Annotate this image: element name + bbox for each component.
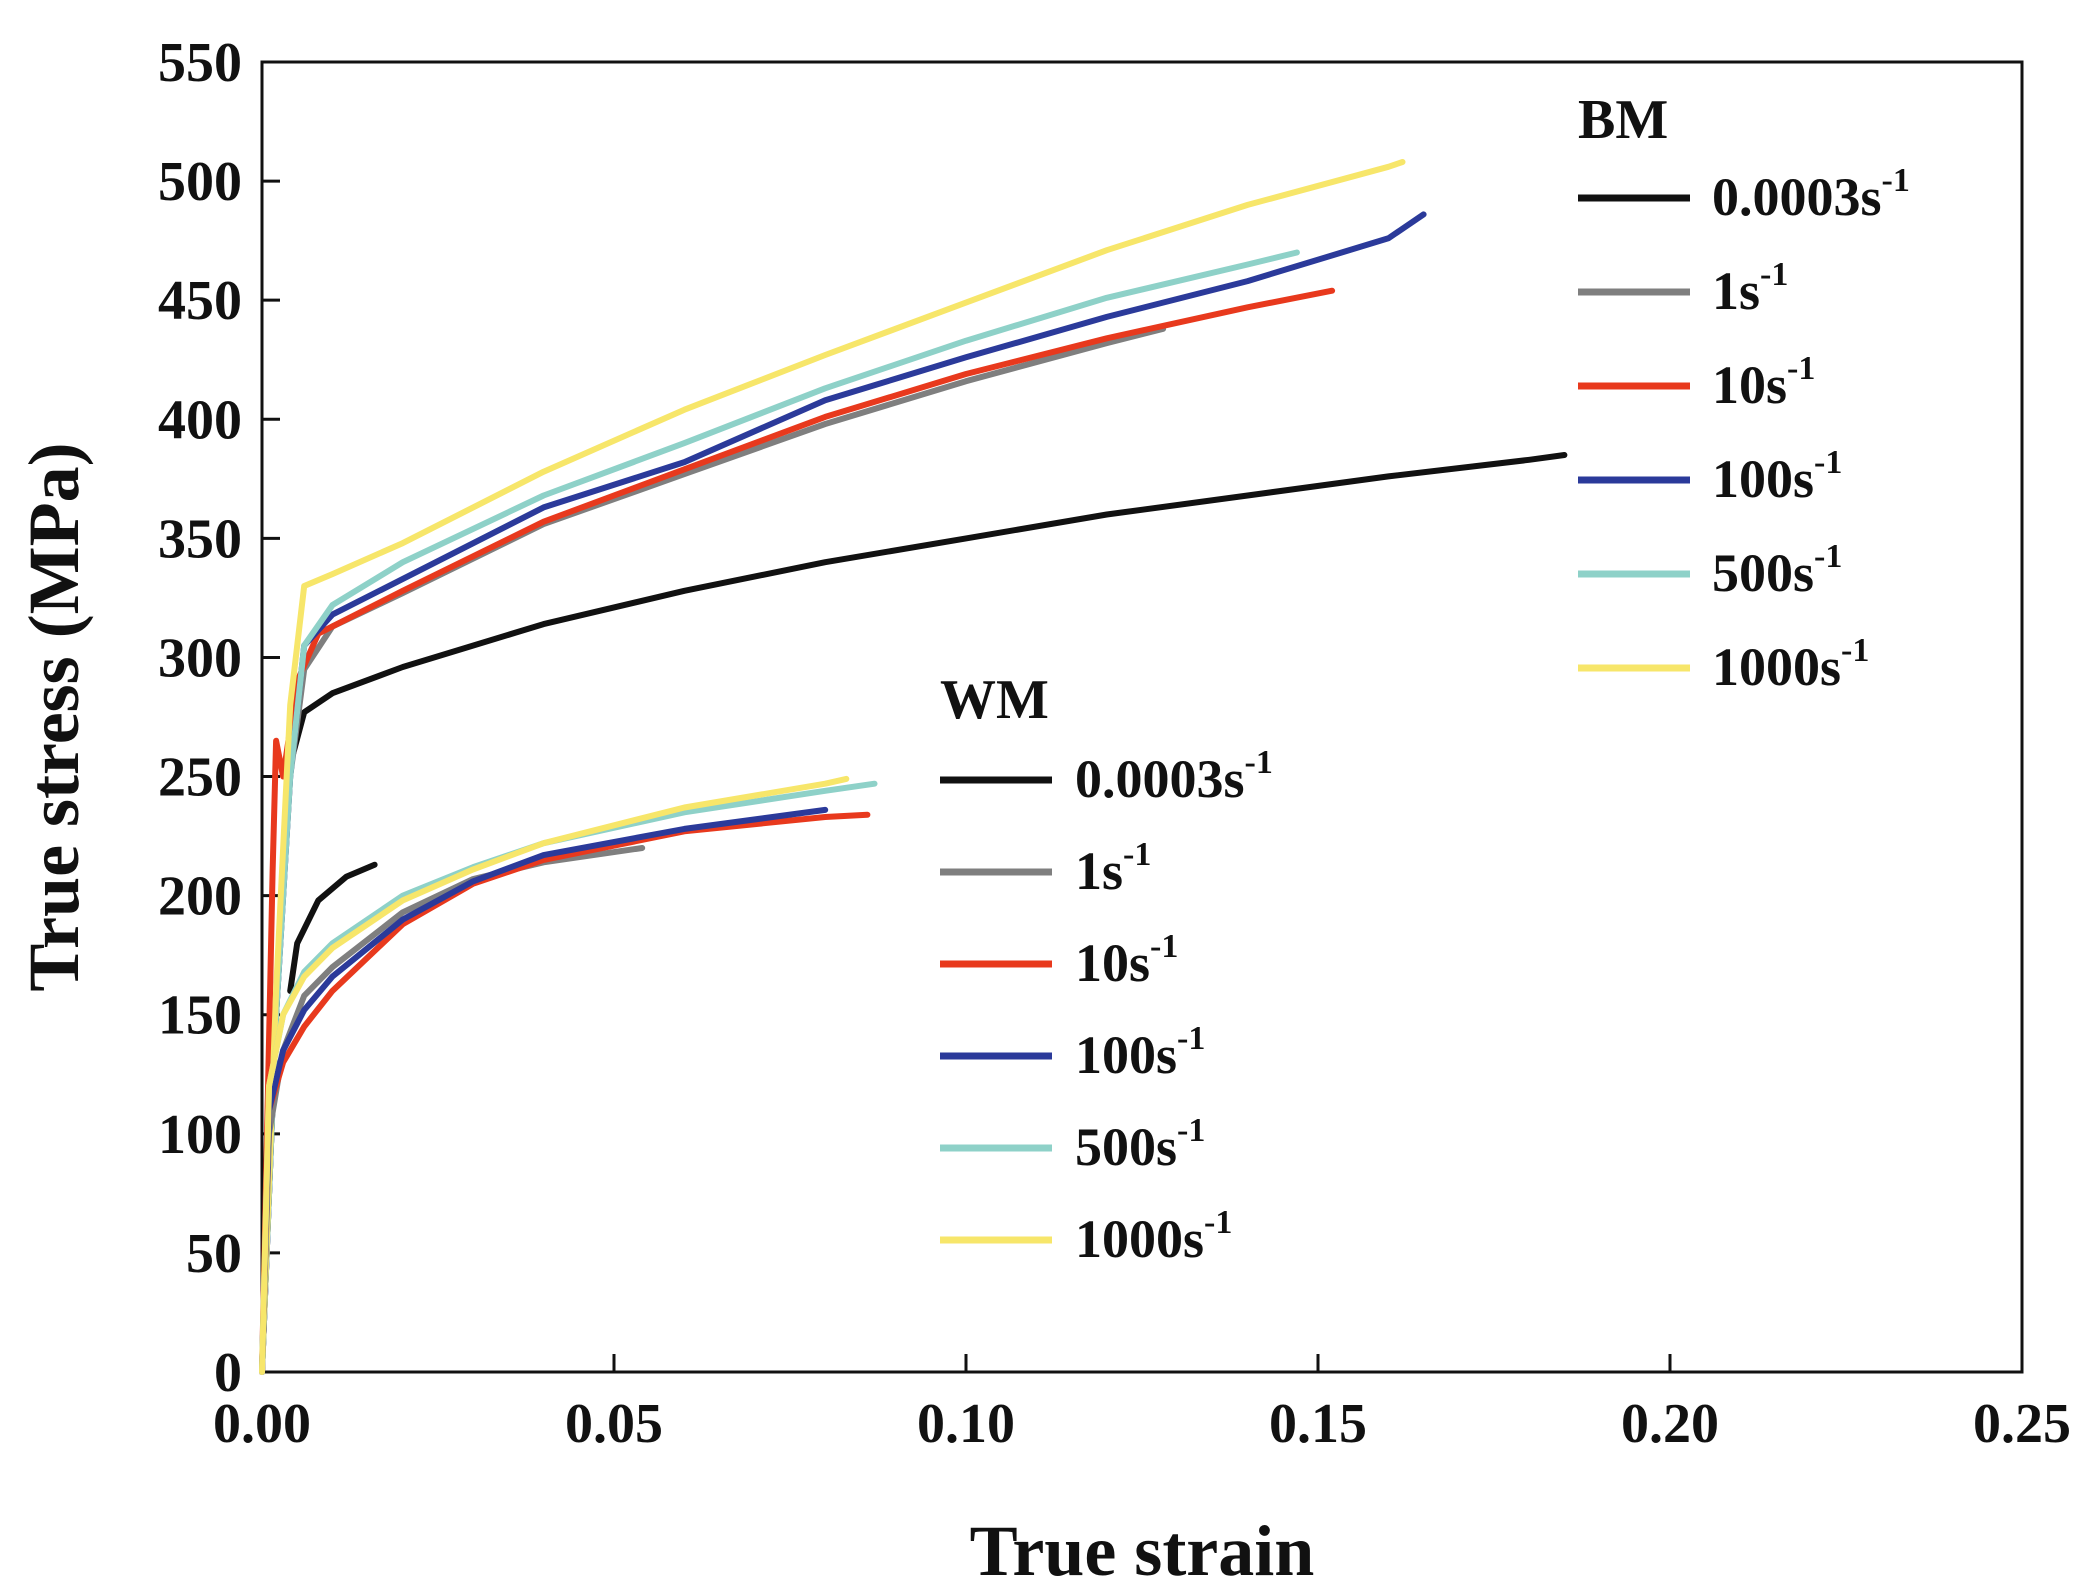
y-axis-title: True stress (MPa) xyxy=(14,442,94,991)
x-tick-label: 0.10 xyxy=(917,1393,1015,1455)
y-tick-label: 450 xyxy=(158,270,242,332)
legend-label-sup: -1 xyxy=(1177,1112,1205,1149)
x-tick-label: 0.25 xyxy=(1973,1393,2071,1455)
series-line-wm-100s1 xyxy=(259,806,829,1375)
legend-label: 0.0003s-1 xyxy=(1712,162,1910,227)
legend-label-base: 500s xyxy=(1075,1117,1177,1177)
legend-label-base: 1000s xyxy=(1075,1209,1204,1269)
y-tick-label: 250 xyxy=(158,747,242,809)
legend-label: 100s-1 xyxy=(1075,1020,1205,1085)
legend-label-sup: -1 xyxy=(1814,538,1842,575)
x-tick-label: 0.20 xyxy=(1621,1393,1719,1455)
legend-label-base: 1s xyxy=(1712,261,1760,321)
series-line-wm-1000s1 xyxy=(259,775,850,1375)
series-line-bm-100s1 xyxy=(259,211,1427,1375)
legend-title-wm: WM xyxy=(940,669,1049,731)
series-layer xyxy=(259,159,1568,1375)
legend-label-base: 0.0003s xyxy=(1075,749,1245,809)
legend-label: 10s-1 xyxy=(1075,928,1178,993)
legend-label: 10s-1 xyxy=(1712,350,1815,415)
legend-label: 1000s-1 xyxy=(1075,1204,1232,1269)
plot-area-frame xyxy=(260,60,2024,1374)
y-tick-label: 50 xyxy=(186,1223,242,1285)
legend-label-base: 100s xyxy=(1712,449,1814,509)
series-line-bm-10s1 xyxy=(259,287,1336,1375)
legend-label-sup: -1 xyxy=(1882,162,1910,199)
legend-label-sup: -1 xyxy=(1760,256,1788,293)
x-tick-label: 0.05 xyxy=(565,1393,663,1455)
legend-label-base: 100s xyxy=(1075,1025,1177,1085)
legend-label-base: 10s xyxy=(1712,355,1787,415)
y-tick-label: 550 xyxy=(158,32,242,94)
legend-label-sup: -1 xyxy=(1150,928,1178,965)
legend-label-sup: -1 xyxy=(1814,444,1842,481)
legend-title-bm: BM xyxy=(1578,89,1668,151)
x-axis: 0.00 0.05 0.10 0.15 0.20 0.25 xyxy=(213,1354,2071,1455)
legend-label-sup: -1 xyxy=(1177,1020,1205,1057)
y-tick-label: 500 xyxy=(158,151,242,213)
legend-label-base: 1000s xyxy=(1712,637,1841,697)
series-line-wm-10s1 xyxy=(259,811,871,1375)
y-tick-label: 300 xyxy=(158,627,242,689)
legend-label-base: 10s xyxy=(1075,933,1150,993)
legend-label: 500s-1 xyxy=(1712,538,1842,603)
legend-layer: BM0.0003s-11s-110s-1100s-1500s-11000s-1W… xyxy=(940,89,1910,1269)
legend-label-base: 0.0003s xyxy=(1712,167,1882,227)
y-tick-label: 400 xyxy=(158,389,242,451)
legend-label-sup: -1 xyxy=(1787,350,1815,387)
legend-label: 1000s-1 xyxy=(1712,632,1869,697)
legend-label-base: 1s xyxy=(1075,841,1123,901)
series-line-bm-00003s1 xyxy=(259,452,1568,1375)
series-line-wm-00003s1 xyxy=(287,861,378,994)
legend-label-sup: -1 xyxy=(1123,836,1151,873)
x-tick-label: 0.15 xyxy=(1269,1393,1367,1455)
legend-label-sup: -1 xyxy=(1204,1204,1232,1241)
y-tick-label: 200 xyxy=(158,866,242,928)
legend-label: 1s-1 xyxy=(1075,836,1151,901)
y-tick-label: 350 xyxy=(158,508,242,570)
x-axis-title: True strain xyxy=(970,1511,1315,1591)
y-tick-label: 0 xyxy=(214,1342,242,1404)
legend-label-base: 500s xyxy=(1712,543,1814,603)
y-tick-label: 150 xyxy=(158,985,242,1047)
series-line-bm-1s1 xyxy=(259,325,1167,1375)
legend-label: 0.0003s-1 xyxy=(1075,744,1273,809)
series-line-bm-1000s1 xyxy=(259,159,1406,1375)
legend-label-sup: -1 xyxy=(1841,632,1869,669)
legend-label: 1s-1 xyxy=(1712,256,1788,321)
legend-label: 100s-1 xyxy=(1712,444,1842,509)
series-line-bm-500s1 xyxy=(259,249,1300,1375)
x-tick-label: 0.00 xyxy=(213,1393,311,1455)
legend-label-sup: -1 xyxy=(1245,744,1273,781)
y-tick-label: 100 xyxy=(158,1104,242,1166)
series-line-wm-1s1 xyxy=(259,845,646,1375)
legend-label: 500s-1 xyxy=(1075,1112,1205,1177)
